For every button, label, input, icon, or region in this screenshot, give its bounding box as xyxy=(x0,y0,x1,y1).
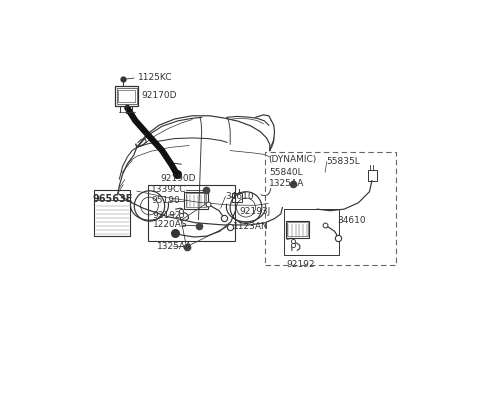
Text: 34610: 34610 xyxy=(337,216,366,225)
Text: 55835L: 55835L xyxy=(327,157,360,166)
Bar xyxy=(184,192,208,208)
Bar xyxy=(265,152,396,265)
Bar xyxy=(186,193,206,207)
Text: 1125KC: 1125KC xyxy=(138,73,172,82)
Bar xyxy=(286,221,309,238)
Bar xyxy=(284,209,339,255)
Text: 1339CC: 1339CC xyxy=(151,185,187,194)
Bar xyxy=(117,88,136,104)
Text: 92190D: 92190D xyxy=(160,174,196,183)
Bar xyxy=(232,193,242,202)
Text: 92192: 92192 xyxy=(153,211,181,219)
Text: 1123AN: 1123AN xyxy=(233,222,268,231)
Bar xyxy=(115,86,138,106)
Text: 92192: 92192 xyxy=(287,260,315,269)
Text: 1220AS: 1220AS xyxy=(153,220,187,229)
Text: 92193J: 92193J xyxy=(239,207,270,216)
Bar xyxy=(368,170,377,181)
Text: 92170D: 92170D xyxy=(141,92,177,101)
Text: 55840L: 55840L xyxy=(269,168,302,177)
Bar xyxy=(119,90,134,102)
Bar xyxy=(94,190,131,236)
Bar xyxy=(148,185,235,241)
Text: 34610: 34610 xyxy=(226,192,254,201)
Text: 1325AA: 1325AA xyxy=(269,179,304,188)
Bar xyxy=(287,222,308,236)
Text: 1325AA: 1325AA xyxy=(157,242,192,251)
Text: 96563E: 96563E xyxy=(92,194,132,204)
Text: (DYNAMIC): (DYNAMIC) xyxy=(268,155,316,164)
Text: 95190: 95190 xyxy=(151,196,180,205)
